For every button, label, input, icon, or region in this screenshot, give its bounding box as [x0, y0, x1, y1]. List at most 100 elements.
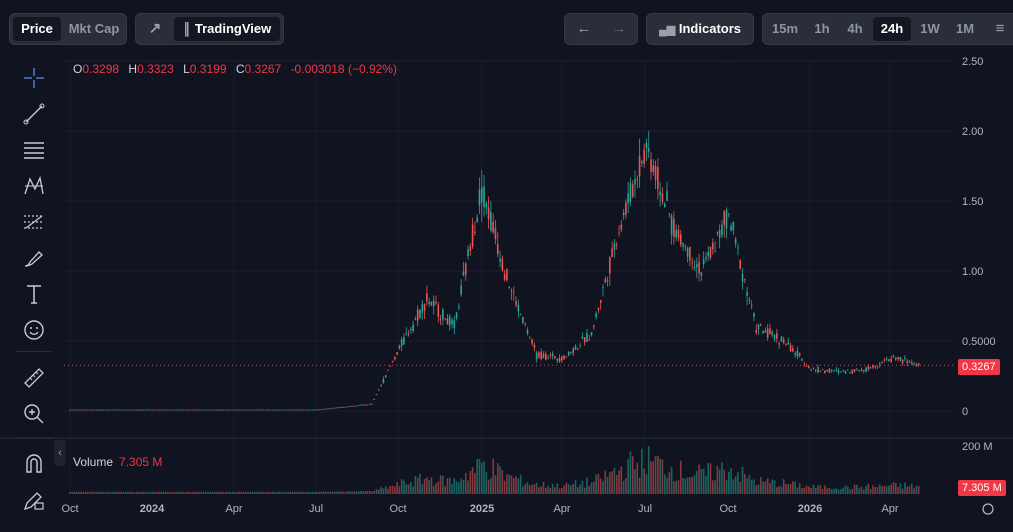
candle-body	[384, 375, 387, 378]
volume-bar	[338, 491, 340, 494]
candle-body	[158, 409, 160, 411]
candle-body	[338, 407, 340, 409]
candle-body	[437, 304, 440, 317]
candle-body	[556, 358, 559, 361]
redo-button[interactable]: →	[603, 17, 635, 41]
open-value: 0.3298	[82, 62, 120, 76]
chart-type-toggle: ↗ ║ TradingView	[135, 13, 284, 45]
candle-body	[888, 359, 890, 362]
volume-bar	[191, 491, 194, 494]
candle-body	[142, 409, 145, 411]
volume-bar	[118, 491, 120, 494]
interval-15m[interactable]: 15m	[771, 21, 799, 36]
indicators-button[interactable]: ▄▆ Indicators	[650, 17, 750, 41]
tradingview-label: TradingView	[194, 21, 272, 36]
volume-bar	[178, 491, 180, 494]
candle-body	[75, 409, 78, 411]
volume-bar	[346, 491, 349, 494]
candle-body	[878, 364, 881, 366]
chart-settings-button[interactable]: ≡	[985, 17, 1013, 41]
undo-button[interactable]: ←	[568, 17, 600, 41]
volume-bar	[718, 469, 721, 494]
change-value: -0.003018 (−0.92%)	[290, 62, 397, 76]
candle-body	[862, 370, 865, 371]
volume-bar	[913, 488, 915, 494]
price-button[interactable]: Price	[13, 17, 61, 41]
volume-bar	[204, 491, 207, 494]
volume-bar	[888, 486, 890, 494]
volume-bar	[908, 485, 911, 494]
trend-line-tool[interactable]	[18, 100, 50, 128]
candle-body	[375, 394, 378, 395]
volume-bar	[458, 482, 460, 494]
volume-bar	[778, 485, 780, 494]
magnet-tool[interactable]	[18, 450, 50, 478]
candle-body	[663, 203, 666, 207]
volume-bar	[764, 481, 767, 494]
volume-bar	[737, 472, 739, 494]
interval-1w[interactable]: 1W	[920, 21, 940, 36]
candle-body	[634, 179, 636, 185]
pencil-lock-icon	[23, 492, 44, 511]
collapse-toolbar-button[interactable]: ‹	[54, 440, 66, 466]
candle-body	[778, 343, 780, 345]
crosshair-tool[interactable]	[18, 64, 50, 92]
volume-bar	[366, 491, 369, 494]
candle-body	[95, 409, 98, 411]
volume-bar	[512, 478, 515, 494]
price-mktcap-toggle: Price Mkt Cap	[9, 13, 127, 45]
candle-body	[885, 358, 888, 360]
history-nav: ← →	[564, 13, 638, 45]
candle-body	[193, 409, 196, 411]
emoji-tool[interactable]	[18, 316, 50, 344]
tradingview-button[interactable]: ║ TradingView	[174, 17, 280, 41]
candle-body	[331, 407, 334, 409]
candle-body	[333, 407, 336, 409]
volume-bar	[627, 459, 629, 494]
volume-bar	[300, 491, 303, 494]
interval-1m[interactable]: 1M	[955, 21, 975, 36]
interval-1h[interactable]: 1h	[814, 21, 830, 36]
candle-body	[282, 409, 285, 411]
zoom-tool[interactable]	[18, 400, 50, 428]
candle-body	[785, 343, 787, 345]
volume-bar	[98, 491, 100, 494]
volume-bar	[835, 488, 838, 494]
volume-bar	[801, 488, 803, 494]
volume-bar	[817, 485, 819, 494]
volume-bar	[462, 479, 465, 494]
candle-body	[730, 225, 732, 231]
close-key: C	[235, 62, 245, 76]
volume-bar	[251, 491, 254, 494]
volume-bar	[171, 491, 174, 494]
candle-body	[300, 409, 303, 411]
candle-body	[558, 357, 561, 362]
candle-body	[260, 409, 263, 411]
pattern-tool[interactable]	[18, 172, 50, 200]
fib-tool[interactable]	[18, 208, 50, 236]
candle-body	[224, 409, 227, 411]
volume-bar	[915, 485, 918, 494]
volume-bar	[517, 478, 520, 494]
candle-body	[364, 404, 367, 406]
candle-body	[604, 278, 607, 283]
volume-bar	[657, 455, 659, 494]
text-tool[interactable]	[18, 280, 50, 308]
candle-body	[659, 191, 661, 196]
candle-body	[810, 369, 812, 371]
candle-body	[82, 409, 85, 411]
interval-24h[interactable]: 24h	[873, 17, 911, 41]
volume-bar	[652, 461, 655, 494]
brush-tool[interactable]	[18, 244, 50, 272]
ruler-tool[interactable]	[18, 364, 50, 392]
volume-bar	[135, 491, 138, 494]
volume-bar	[207, 491, 209, 494]
candle-body	[446, 318, 449, 325]
interval-4h[interactable]: 4h	[847, 21, 863, 36]
horizontal-lines-tool[interactable]	[18, 136, 50, 164]
line-chart-button[interactable]: ↗	[139, 17, 171, 41]
y-tick-label: 2.50	[962, 56, 983, 68]
lock-drawings-tool[interactable]	[18, 486, 50, 514]
mkt-cap-button[interactable]: Mkt Cap	[68, 21, 120, 36]
